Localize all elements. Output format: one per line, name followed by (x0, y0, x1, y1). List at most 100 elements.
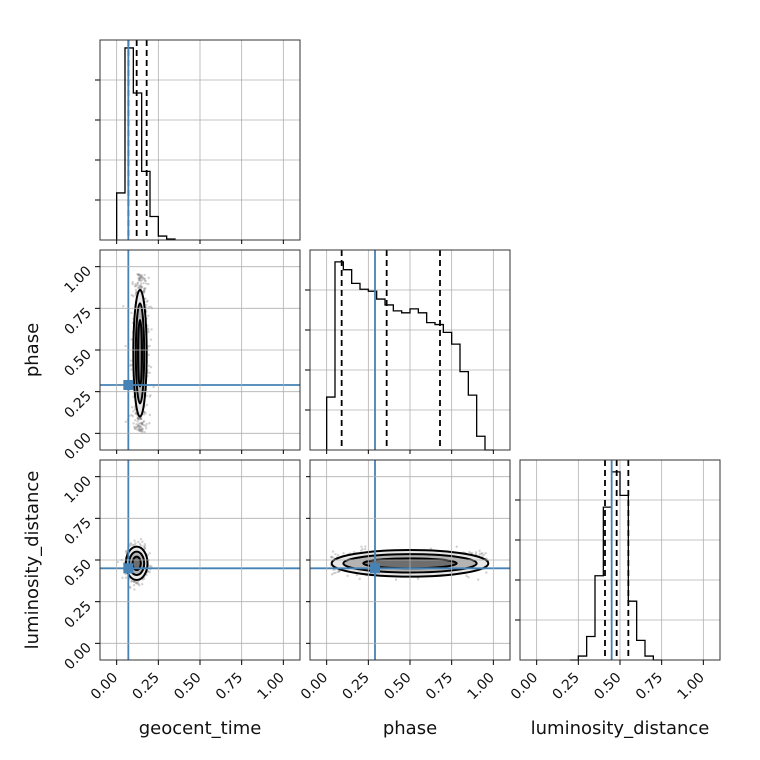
sample-point (476, 578, 480, 581)
x-tick-label: 0.00 (298, 670, 331, 703)
sample-point (147, 305, 150, 309)
sample-point (141, 278, 144, 282)
sample-point (330, 573, 334, 576)
sample-point (147, 330, 150, 333)
sample-point (139, 285, 143, 288)
sample-point (140, 274, 143, 278)
y-tick-label: 1.00 (61, 263, 94, 296)
sample-point (140, 422, 144, 426)
hist-geocent-time (95, 40, 300, 240)
sample-point (130, 368, 133, 371)
sample-point (148, 422, 151, 425)
sample-point (143, 410, 146, 414)
sample-point (134, 283, 137, 286)
truth-point (123, 563, 134, 574)
sample-point (331, 550, 335, 553)
contour-line (137, 319, 143, 388)
sample-point (332, 572, 336, 575)
sample-point (416, 577, 420, 580)
sample-point (136, 416, 140, 420)
sample-point (134, 291, 138, 294)
sample-point (133, 284, 137, 288)
y-tick-label: 0.00 (61, 640, 94, 673)
sample-point (137, 422, 141, 426)
sample-point (148, 344, 151, 348)
sample-point (143, 289, 146, 293)
sample-point (133, 408, 137, 412)
y-tick-label: 0.75 (61, 515, 94, 548)
contour-line (134, 302, 146, 405)
sample-point (124, 344, 127, 348)
sample-point (135, 423, 138, 426)
sample-point (131, 281, 134, 284)
sample-point (140, 422, 144, 425)
sample-point (137, 426, 141, 429)
sample-point (143, 546, 147, 550)
sample-point (131, 282, 134, 286)
sample-point (138, 277, 141, 280)
sample-point (140, 417, 143, 420)
sample-point (143, 289, 146, 292)
sample-point (148, 571, 151, 574)
sample-point (364, 547, 367, 551)
sample-point (141, 423, 144, 426)
y-axis-label-phase: phase (22, 323, 43, 377)
y-tick-label: 0.75 (61, 305, 94, 338)
sample-point (361, 547, 364, 551)
sample-point (150, 328, 153, 331)
sample-point (129, 364, 132, 367)
sample-point (141, 429, 144, 433)
sample-point (330, 555, 333, 559)
sample-point (140, 427, 144, 430)
sample-point (136, 420, 139, 423)
sample-point (342, 551, 345, 555)
sample-point (132, 294, 135, 298)
sample-point (137, 276, 140, 280)
sample-point (132, 422, 135, 425)
sample-point (129, 580, 133, 583)
sample-point (149, 394, 152, 397)
sample-point (138, 274, 142, 277)
sample-point (137, 273, 140, 277)
sample-point (124, 420, 128, 423)
sample-point (125, 550, 128, 554)
sample-point (331, 556, 334, 559)
sample-point (133, 427, 137, 431)
sample-point (135, 582, 138, 585)
sample-point (394, 578, 398, 581)
sample-point (130, 293, 134, 297)
sample-point (129, 363, 133, 366)
y-axis-label-luminosity-distance: luminosity_distance (22, 471, 43, 650)
sample-point (142, 545, 145, 548)
x-tick-label: 0.75 (213, 670, 246, 703)
sample-point (139, 544, 143, 547)
sample-point (141, 540, 144, 543)
sample-point (137, 416, 140, 420)
sample-point (116, 560, 120, 564)
sample-point (142, 420, 146, 423)
sample-point (359, 549, 363, 552)
sample-point (146, 327, 150, 330)
sample-point (138, 273, 141, 276)
sample-point (330, 555, 333, 559)
sample-point (142, 281, 145, 285)
sample-point (474, 551, 478, 554)
sample-point (133, 580, 136, 584)
y-tick-label: 1.00 (61, 473, 94, 506)
sample-point (136, 281, 140, 284)
sample-point (136, 282, 139, 285)
sample-point (358, 577, 361, 581)
scatter-geocent-time-vs-luminosity-distance-grid (100, 460, 300, 660)
sample-point (360, 545, 363, 548)
x-axis-label-phase: phase (383, 718, 437, 739)
sample-point (141, 428, 144, 431)
sample-point (138, 429, 142, 433)
sample-point (137, 429, 141, 432)
truth-point (370, 563, 380, 574)
y-tick-label: 0.25 (61, 598, 94, 631)
sample-point (149, 305, 152, 308)
sample-point (142, 423, 146, 427)
scatter-phase-vs-luminosity-distance-grid (310, 460, 510, 660)
sample-point (137, 417, 140, 421)
sample-point (136, 286, 140, 290)
